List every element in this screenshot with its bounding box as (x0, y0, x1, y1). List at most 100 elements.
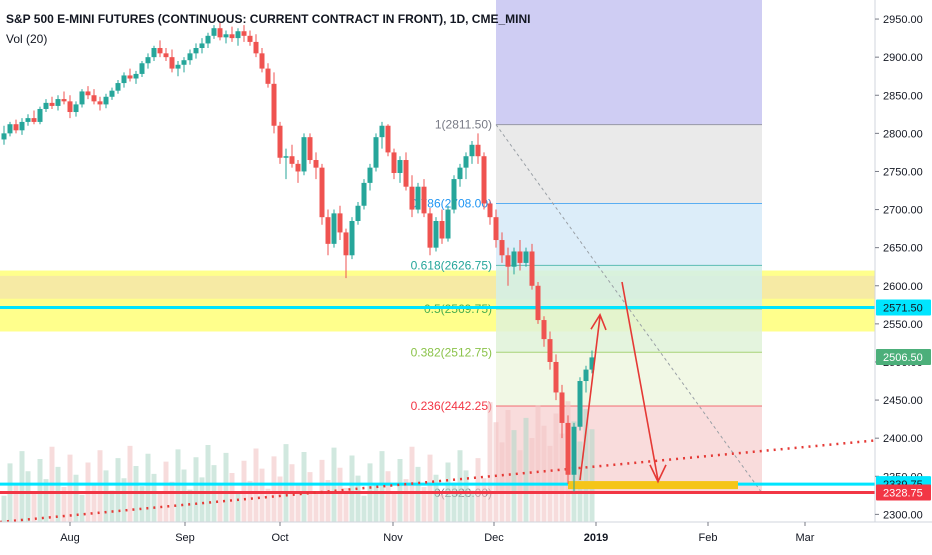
volume-bar (523, 417, 529, 522)
volume-bar (361, 495, 367, 522)
price-tick-label: 2800.00 (883, 128, 923, 140)
fib-level-label: 0.618(2626.75) (411, 258, 492, 272)
volume-bar (439, 494, 445, 522)
volume-bar (61, 487, 67, 522)
time-tick-label: Oct (271, 532, 288, 544)
candle-body (301, 137, 307, 172)
candle-body (19, 121, 25, 131)
volume-bar (223, 452, 229, 522)
volume-bar (199, 477, 205, 522)
candle-body (529, 251, 535, 286)
candle-body (139, 63, 145, 74)
candle-body (109, 90, 115, 97)
volume-bar (1, 495, 7, 522)
volume-bar (487, 402, 493, 522)
volume-bar (19, 451, 25, 522)
volume-bar (73, 474, 79, 522)
candle-body (61, 99, 67, 102)
fib-level-label: 0.382(2512.75) (411, 345, 492, 359)
fib-extension-zone (496, 0, 762, 125)
fib-trend-line (495, 124, 763, 494)
candle-body (481, 156, 487, 204)
candle-body (49, 102, 55, 106)
candle-body (43, 102, 49, 109)
candle-body (343, 232, 349, 256)
volume-bar (535, 405, 541, 522)
candle-body (445, 209, 451, 239)
price-tick-label: 2950.00 (883, 14, 923, 26)
volume-bar (397, 459, 403, 522)
price-tick-label: 2700.00 (883, 205, 923, 217)
volume-bar (559, 433, 565, 522)
price-tick-label: 2450.00 (883, 395, 923, 407)
candle-body (559, 392, 565, 423)
candle-body (199, 43, 205, 49)
volume-bar (517, 450, 523, 522)
volume-bar (379, 451, 385, 522)
volume-bar (529, 438, 535, 522)
volume-bar (217, 485, 223, 522)
candle-body (499, 240, 505, 256)
candle-body (535, 285, 541, 321)
candle-body (433, 220, 439, 248)
annotation-arrowhead-down (649, 464, 667, 484)
volume-bar (385, 471, 391, 522)
candle-body (91, 95, 97, 102)
candle-body (547, 339, 553, 362)
volume-bar (301, 452, 307, 522)
volume-bar (247, 480, 253, 522)
volume-bar (553, 413, 559, 522)
volume-bar (229, 473, 235, 522)
volume-bar (121, 478, 127, 522)
price-tag-label: 2571.50 (883, 302, 923, 314)
volume-bar (277, 476, 283, 522)
volume-bar (193, 457, 199, 522)
target-zone-bar (568, 481, 738, 490)
candle-body (397, 160, 403, 173)
candle-body (271, 83, 277, 126)
candle-body (175, 64, 181, 69)
candle-body (121, 75, 127, 84)
volume-bar (337, 467, 343, 522)
time-tick-label: Aug (60, 532, 80, 544)
candle-body (511, 251, 517, 267)
candle-body (205, 35, 211, 44)
price-tick-label: 2900.00 (883, 52, 923, 64)
candle-body (553, 361, 559, 393)
candle-body (283, 156, 289, 158)
price-tick-label: 2750.00 (883, 166, 923, 178)
price-tick-label: 2600.00 (883, 281, 923, 293)
volume-bar (313, 492, 319, 522)
candle-body (31, 118, 37, 122)
candle-body (1, 133, 7, 140)
volume-bar (541, 425, 547, 522)
candle-body (157, 48, 163, 54)
volume-bar (175, 449, 181, 522)
candle-body (73, 104, 79, 113)
candle-body (115, 83, 121, 91)
candle-body (379, 125, 385, 138)
volume-bar (37, 459, 43, 522)
annotation-arrowhead-up (590, 312, 607, 331)
time-tick-label: 2019 (584, 532, 608, 544)
candle-body (127, 75, 133, 79)
candle-body (469, 144, 475, 157)
candle-body (193, 48, 199, 54)
candle-body (85, 91, 91, 96)
candle-body (241, 31, 247, 36)
candle-body (421, 186, 427, 214)
volume-bar (475, 458, 481, 522)
chart-title: S&P 500 E-MINI FUTURES (CONTINUOUS: CURR… (6, 12, 531, 26)
volume-bar (499, 442, 505, 522)
candle-body (295, 163, 301, 172)
price-tag (876, 484, 931, 501)
volume-bar (181, 469, 187, 522)
volume-indicator-label[interactable]: Vol (20) (6, 32, 48, 46)
volume-bar (589, 429, 595, 522)
candle-body (13, 124, 19, 131)
candle-body (577, 381, 583, 427)
volume-bar (505, 410, 511, 522)
candle-body (349, 220, 355, 256)
